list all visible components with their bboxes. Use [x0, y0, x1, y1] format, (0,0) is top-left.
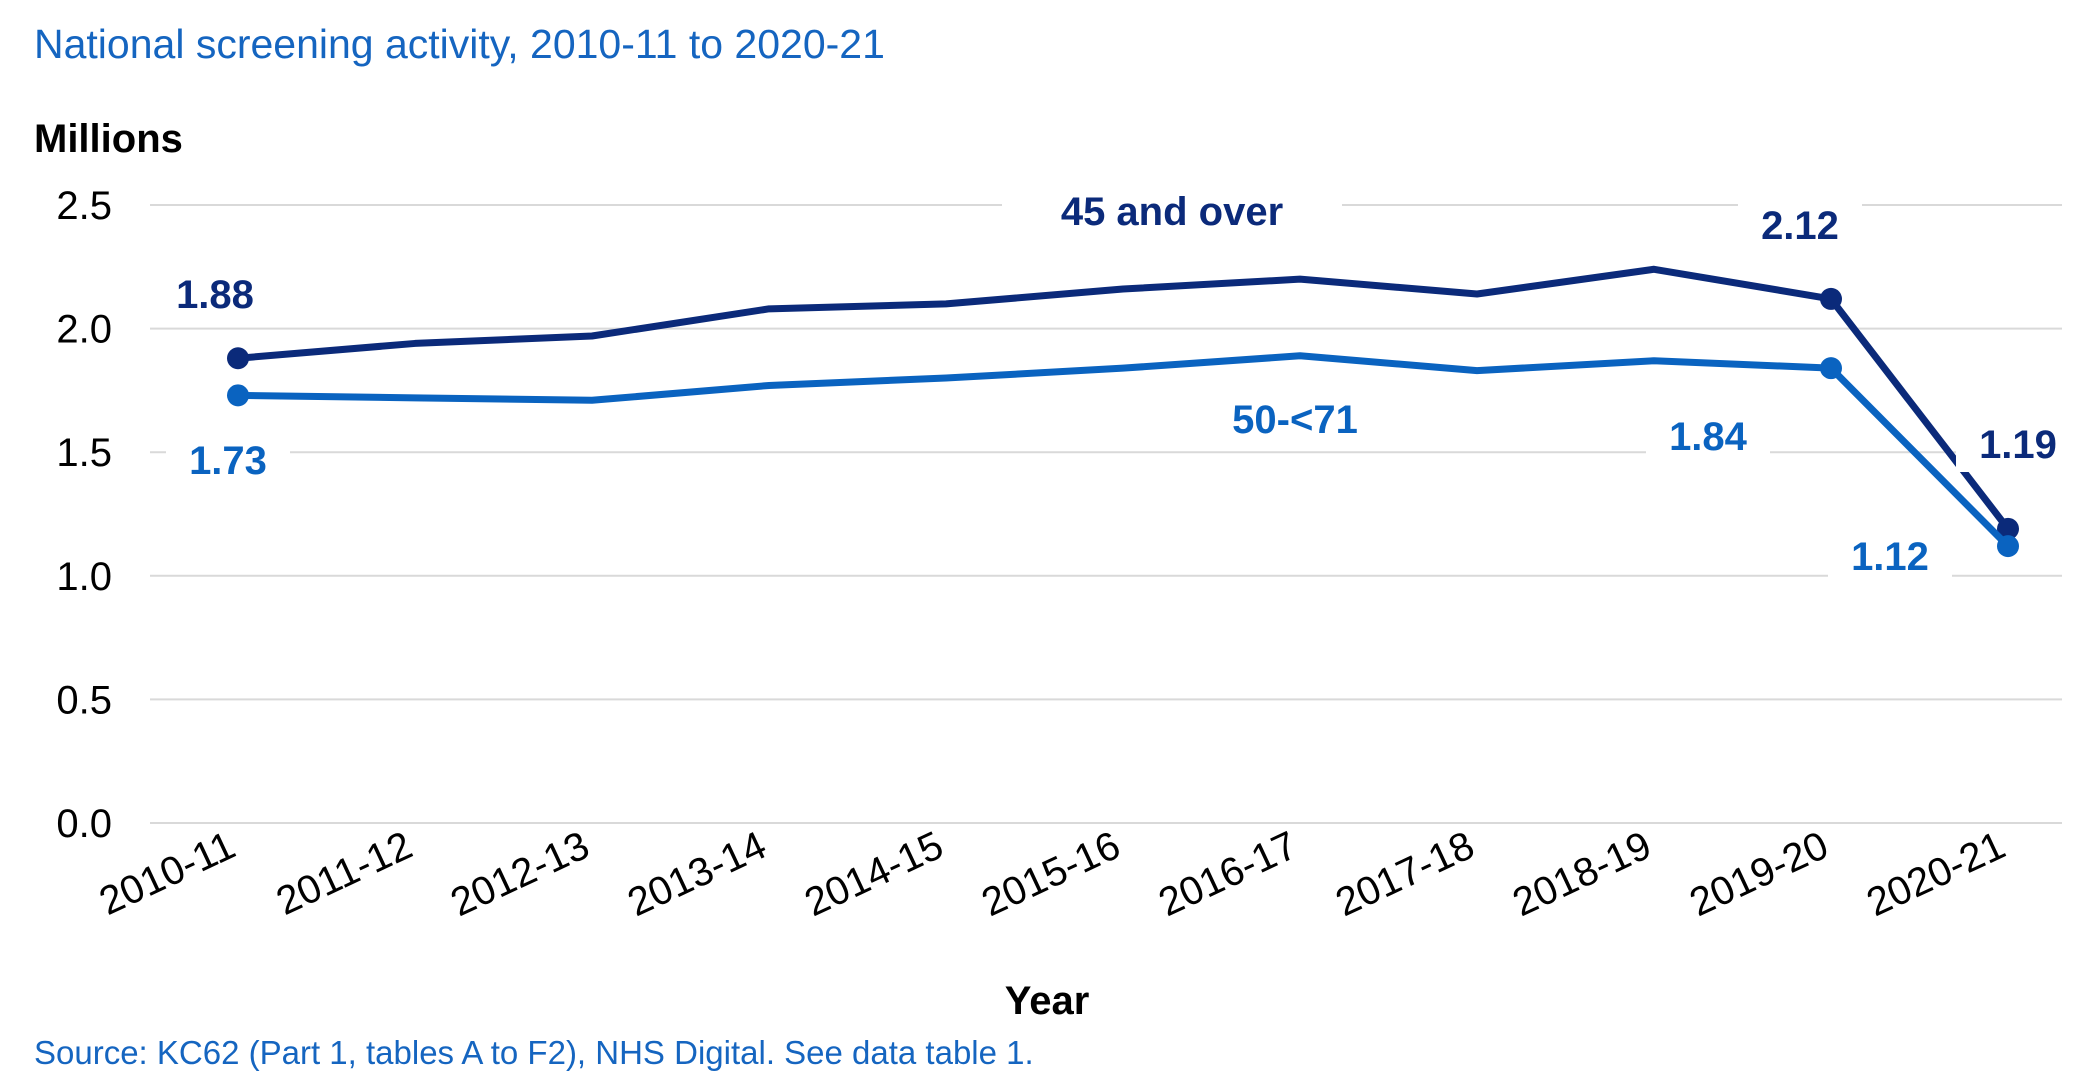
x-tick-label: 2019-20	[1683, 823, 1835, 925]
series-line-50-to-71	[234, 352, 2012, 550]
data-label: 1.19	[1979, 423, 2057, 467]
x-tick-label: 2016-17	[1152, 823, 1304, 925]
gridlines	[150, 204, 2062, 824]
source-note: Source: KC62 (Part 1, tables A to F2), N…	[34, 1034, 1034, 1071]
y-axis-ticks: 0.0 0.5 1.0 1.5 2.0 2.5	[56, 184, 112, 846]
x-tick-label: 2010-11	[93, 823, 242, 924]
x-tick-label: 2017-18	[1329, 823, 1481, 925]
x-axis-label: Year	[1005, 979, 1090, 1023]
x-axis-ticks: 2010-11 2011-12 2012-13 2013-14 2014-15 2015-…	[93, 823, 2012, 925]
data-label: 2.12	[1761, 204, 1839, 248]
x-tick-label: 2020-21	[1860, 823, 2012, 925]
series-name-label: 50-<71	[1232, 398, 1358, 442]
series-name-label: 45 and over	[1061, 190, 1283, 234]
x-tick-label: 2015-16	[975, 823, 1127, 925]
y-tick-label: 1.0	[56, 555, 112, 599]
data-point-marker	[1997, 535, 2019, 558]
y-tick-label: 1.5	[56, 431, 112, 475]
data-label-background	[153, 268, 277, 322]
series-name-background	[1002, 183, 1342, 239]
y-axis-label: Millions	[34, 117, 183, 161]
data-label: 1.73	[189, 439, 267, 483]
y-tick-label: 0.5	[56, 678, 112, 722]
data-label: 1.88	[176, 273, 254, 317]
data-labels-layer: 1.88 2.12 1.19 45 and over 1.73 1.84 1.12 50-<7…	[153, 183, 2080, 584]
data-point-marker	[1997, 517, 2019, 540]
data-label-background	[1738, 199, 1862, 253]
data-label: 1.84	[1669, 415, 1748, 459]
x-tick-label: 2011-12	[270, 823, 419, 924]
x-tick-label: 2014-15	[798, 823, 950, 925]
series-layer	[227, 265, 2019, 558]
data-point-marker	[1820, 357, 1842, 380]
y-tick-label: 2.0	[56, 308, 112, 352]
data-point-marker	[227, 347, 249, 370]
series-line-45-and-over	[234, 265, 2012, 533]
data-label-background	[166, 434, 290, 488]
data-point-marker	[227, 384, 249, 407]
data-label-background	[1646, 410, 1770, 464]
x-tick-label: 2018-19	[1506, 823, 1658, 925]
series-name-background	[1175, 391, 1415, 447]
y-tick-label: 2.5	[56, 184, 112, 228]
data-point-marker	[1820, 287, 1842, 310]
y-tick-label: 0.0	[56, 802, 112, 846]
chart-title: National screening activity, 2010-11 to …	[34, 21, 885, 67]
x-tick-label: 2013-14	[621, 823, 773, 925]
data-label: 1.12	[1851, 535, 1929, 579]
data-label-background	[1828, 530, 1952, 584]
x-tick-label: 2012-13	[444, 823, 596, 925]
data-label-background	[1956, 418, 2080, 472]
